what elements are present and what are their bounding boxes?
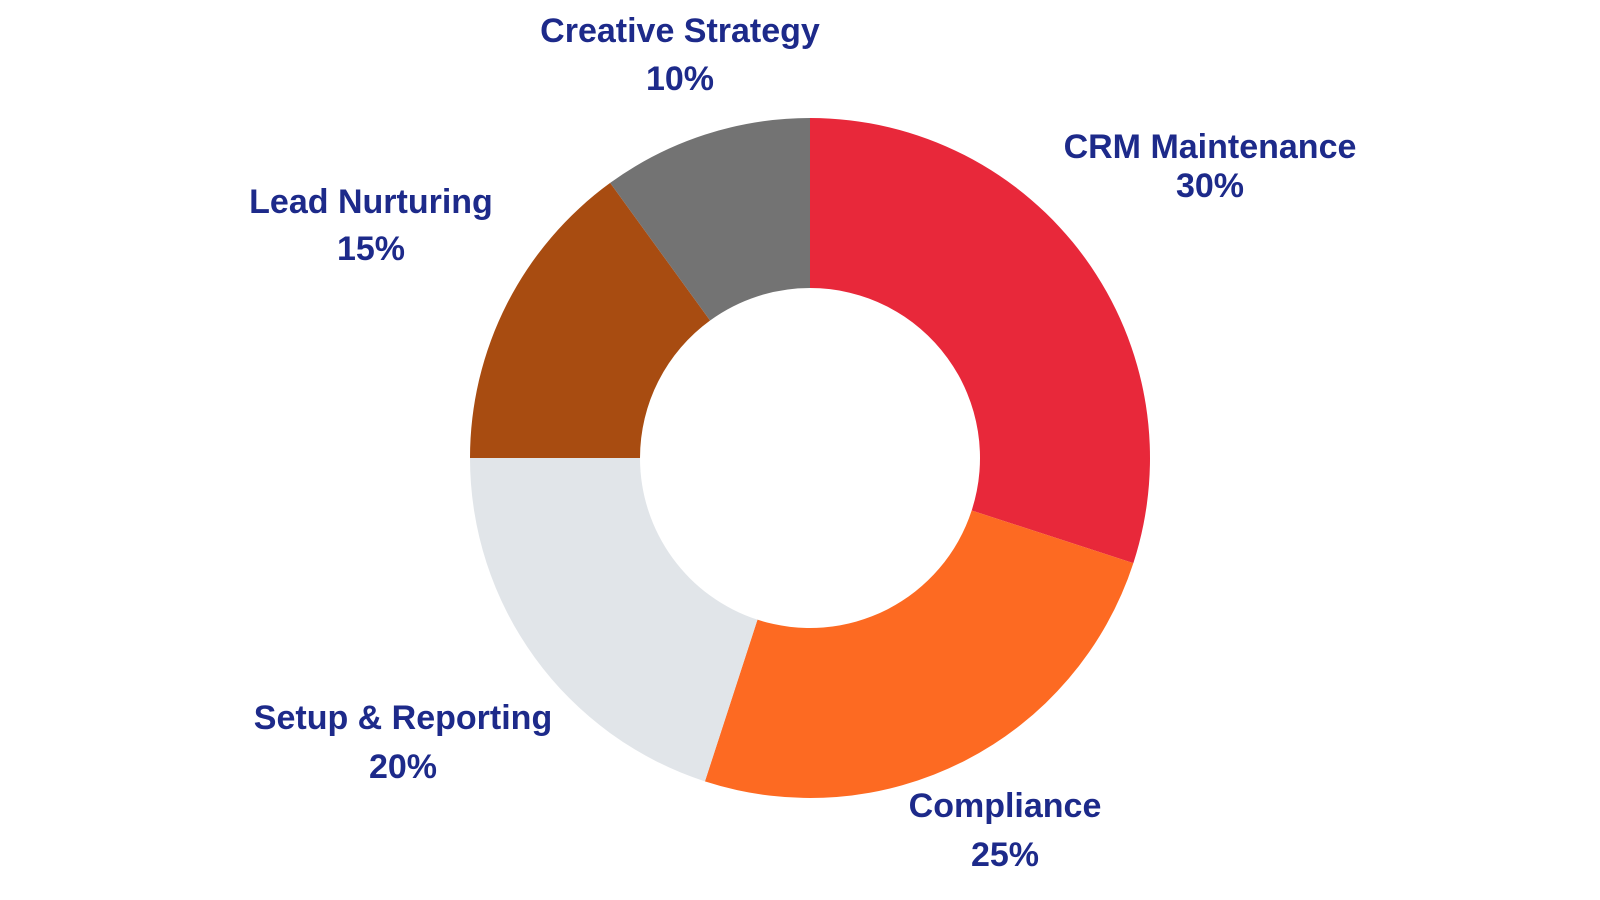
slice-lead-nurturing — [470, 182, 711, 459]
donut-slices — [470, 118, 1150, 798]
slice-label: Compliance — [909, 787, 1102, 825]
slice-value-label: 25% — [971, 836, 1039, 874]
slice-creative-strategy — [610, 118, 810, 321]
slice-value-label: 15% — [337, 230, 405, 268]
slice-value-label: 30% — [1176, 167, 1244, 205]
slice-setup-reporting — [470, 458, 758, 782]
slice-label: Creative Strategy — [540, 12, 820, 50]
slice-label: Lead Nurturing — [249, 183, 493, 221]
slice-compliance — [704, 510, 1134, 798]
slice-crm-maintenance — [810, 118, 1150, 564]
slice-value-label: 20% — [369, 748, 437, 786]
slice-value-label: 10% — [646, 60, 714, 98]
slice-label: CRM Maintenance — [1064, 128, 1357, 166]
slice-label: Setup & Reporting — [254, 699, 552, 737]
